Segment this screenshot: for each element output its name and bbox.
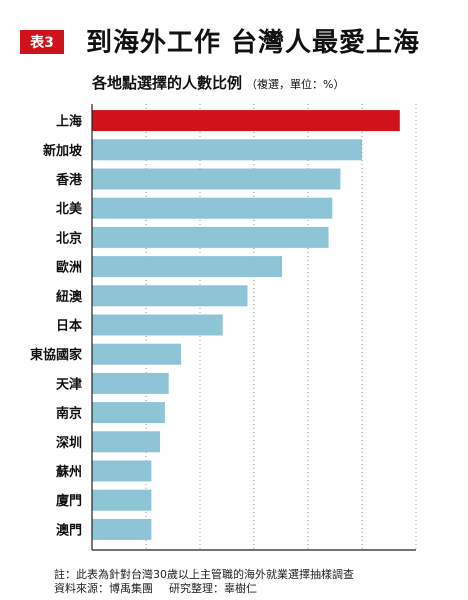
header: 表3 到海外工作 台灣人最愛上海 各地點選擇的人數比例 （複選，單位：%） (0, 0, 468, 92)
chart-subtitle: 各地點選擇的人數比例 （複選，單位：%） (92, 72, 344, 93)
bar (92, 139, 362, 161)
bar (92, 489, 152, 511)
category-label: 天津 (56, 376, 82, 392)
category-label: 香港 (55, 172, 83, 188)
category-label: 歐洲 (56, 260, 82, 276)
bar (92, 460, 152, 482)
bar-chart: 上海新加坡香港北美北京歐洲紐澳日本東協國家天津南京深圳蘇州廈門澳門0102030… (30, 104, 417, 551)
category-label: 上海 (56, 114, 82, 130)
bar (92, 431, 161, 453)
category-label: 廈門 (56, 493, 82, 509)
bar (92, 110, 400, 132)
bar (92, 314, 223, 336)
category-label: 蘇州 (55, 464, 82, 480)
category-label: 日本 (56, 318, 82, 334)
bar (92, 402, 165, 424)
category-label: 南京 (56, 406, 82, 422)
bar (92, 168, 341, 190)
data-source: 資料來源：博禹集團 (54, 582, 153, 595)
category-label: 深圳 (56, 435, 82, 451)
bar (92, 372, 169, 394)
source-line: 資料來源：博禹集團 研究整理：辜樹仁 (54, 582, 354, 596)
bar (92, 197, 333, 219)
survey-note: 註：此表為針對台灣30歲以上主管職的海外就業選擇抽樣調查 (54, 568, 354, 581)
subtitle-text: 各地點選擇的人數比例 (92, 74, 243, 92)
category-label: 紐澳 (56, 289, 83, 305)
unit-note: （複選，單位：%） (246, 78, 345, 91)
category-label: 北京 (56, 230, 82, 246)
bar (92, 226, 329, 248)
category-label: 北美 (56, 201, 83, 217)
category-label: 新加坡 (43, 143, 83, 159)
footnote: 註：此表為針對台灣30歲以上主管職的海外就業選擇抽樣調查 資料來源：博禹集團 研究… (54, 568, 354, 596)
table-tag: 表3 (20, 30, 64, 54)
bar (92, 343, 182, 365)
compiled-by: 研究整理：辜樹仁 (169, 582, 257, 595)
category-label: 澳門 (56, 522, 82, 538)
bar (92, 518, 152, 540)
bar (92, 285, 248, 307)
bar (92, 256, 283, 278)
page-title: 到海外工作 台灣人最愛上海 (86, 28, 421, 58)
category-label: 東協國家 (30, 347, 83, 363)
